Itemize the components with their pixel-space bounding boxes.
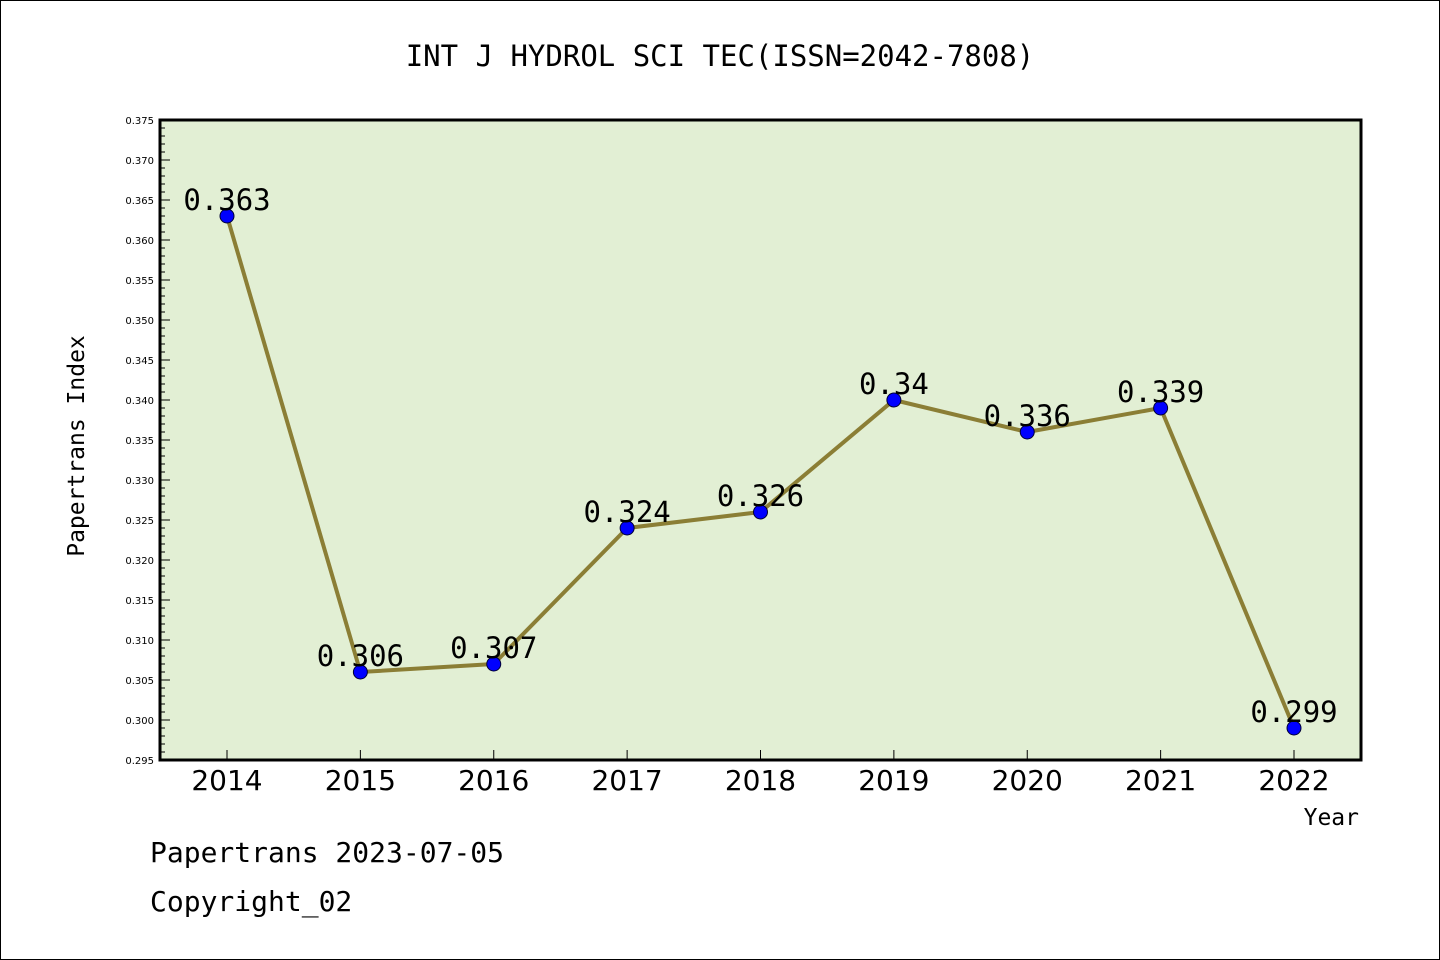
data-label: 0.306 — [317, 639, 404, 673]
y-tick-label: 0.345 — [125, 356, 154, 367]
x-axis-title: Year — [1304, 805, 1359, 831]
y-tick-label: 0.295 — [125, 756, 154, 767]
y-tick-label: 0.340 — [125, 396, 154, 407]
x-tick-label: 2021 — [1125, 764, 1196, 797]
data-point — [352, 664, 368, 680]
y-axis: 0.295 0.300 0.305 0.310 0.315 0.320 0.325 0.330… — [125, 116, 170, 767]
data-label: 0.336 — [984, 399, 1071, 433]
data-point — [753, 504, 768, 520]
y-tick-label: 0.335 — [125, 436, 154, 447]
data-point — [1286, 720, 1302, 736]
data-point — [619, 520, 635, 536]
data-point — [1019, 424, 1035, 440]
data-point — [886, 392, 902, 408]
y-tick-label: 0.305 — [125, 676, 154, 687]
y-tick-label: 0.330 — [125, 476, 154, 487]
data-label: 0.299 — [1250, 695, 1337, 729]
footer-date: Papertrans 2023-07-05 — [150, 836, 505, 869]
data-label: 0.363 — [183, 183, 270, 217]
y-tick-label: 0.310 — [125, 636, 154, 647]
y-tick-label: 0.320 — [125, 556, 154, 567]
x-tick-label: 2018 — [725, 764, 796, 797]
data-labels: 0.363 0.306 0.307 0.324 0.326 0.34 0.336 0.339 0… — [183, 183, 1337, 729]
y-tick-label: 0.355 — [125, 276, 154, 287]
data-label: 0.326 — [717, 479, 804, 513]
data-point — [1153, 400, 1169, 416]
series-group — [219, 208, 1302, 736]
y-tick-label: 0.370 — [125, 156, 154, 167]
plot-area — [160, 120, 1361, 760]
x-tick-label: 2016 — [458, 764, 529, 797]
chart-title: INT J HYDROL SCI TEC(ISSN=2042-7808) — [406, 39, 1035, 73]
data-point — [219, 208, 235, 224]
y-tick-label: 0.325 — [125, 516, 154, 527]
x-axis: 2014 2015 2016 2017 2018 2019 2020 2021 2022 — [191, 750, 1330, 797]
y-tick-label: 0.375 — [125, 116, 154, 127]
plot-border — [158, 118, 1363, 762]
x-tick-label: 2015 — [325, 764, 396, 797]
footer-copyright: Copyright_02 — [150, 885, 353, 918]
y-tick-label: 0.365 — [125, 196, 154, 207]
data-label: 0.34 — [859, 367, 929, 401]
x-tick-label: 2014 — [191, 764, 262, 797]
y-tick-label: 0.360 — [125, 236, 154, 247]
x-tick-label: 2022 — [1258, 764, 1329, 797]
x-tick-label: 2017 — [591, 764, 662, 797]
data-point — [486, 656, 502, 672]
x-tick-label: 2020 — [992, 764, 1063, 797]
data-label: 0.339 — [1117, 375, 1204, 409]
y-axis-title: Papertrans Index — [64, 335, 90, 557]
y-tick-label: 0.350 — [125, 316, 154, 327]
y-tick-label: 0.315 — [125, 596, 154, 607]
y-tick-label: 0.300 — [125, 716, 154, 727]
data-label: 0.307 — [450, 631, 537, 665]
x-tick-label: 2019 — [858, 764, 929, 797]
data-label: 0.324 — [583, 495, 670, 529]
